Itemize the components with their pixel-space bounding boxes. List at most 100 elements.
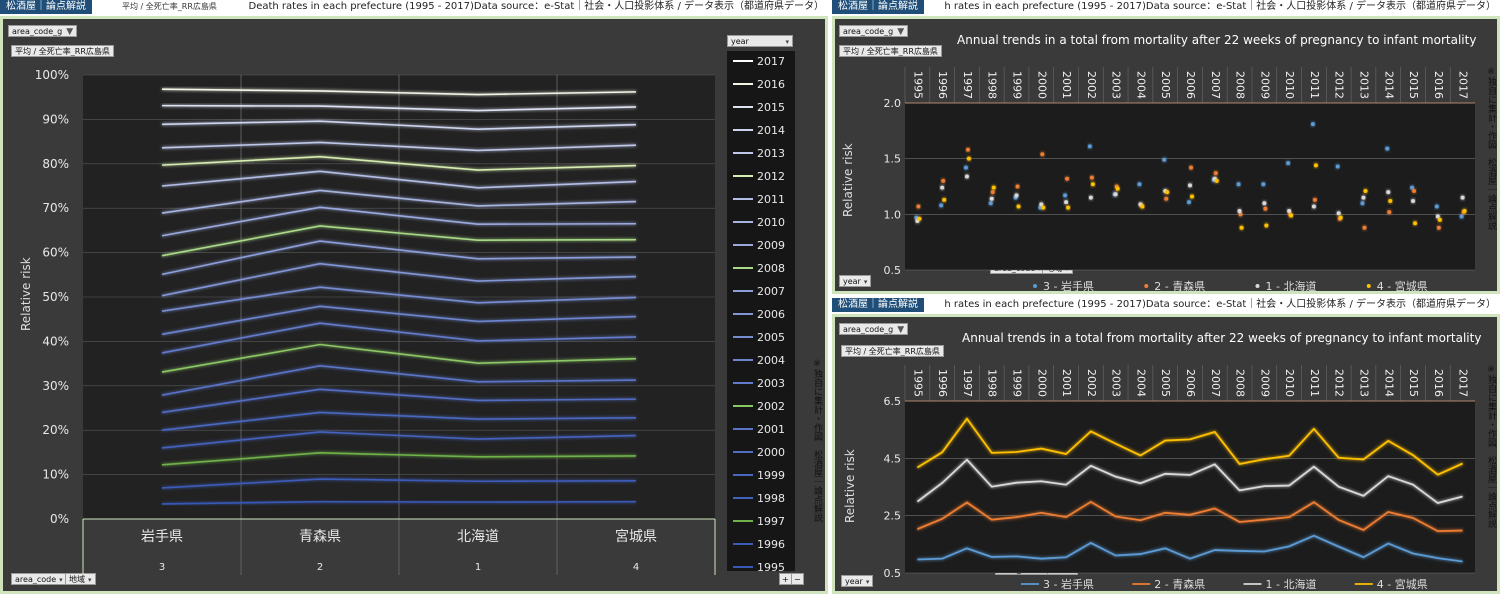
data-point (1162, 157, 1167, 162)
series-line (161, 322, 637, 354)
data-point (1063, 193, 1068, 198)
x-year-label: 1999 (1011, 71, 1024, 99)
x-year-label: 2017 (1457, 71, 1470, 99)
x-category-label: 青森県 (299, 529, 341, 545)
data-point (963, 165, 968, 170)
legend-label: 2003 (757, 377, 785, 390)
data-point (1289, 213, 1294, 218)
right-bottom-title: h rates in each prefecture (1995 - 2017)… (944, 299, 1496, 310)
series-line (161, 262, 637, 297)
data-point (1459, 214, 1464, 219)
x-category-code: 3 (159, 562, 165, 573)
chevron-down-icon: ▾ (59, 576, 63, 584)
year-chip[interactable]: year ▾ (839, 275, 872, 287)
data-point (942, 197, 947, 202)
data-point (1238, 212, 1243, 217)
area-code-axis-chip[interactable]: area_code▾ (11, 573, 67, 585)
legend-swatch (1144, 284, 1149, 288)
data-point (989, 196, 994, 201)
legend-label: 2011 (757, 193, 785, 206)
chip-label: year (845, 577, 863, 586)
x-year-label: 2001 (1060, 71, 1073, 99)
legend-label: 1998 (757, 492, 785, 505)
data-point (1385, 146, 1390, 151)
x-year-label: 1995 (911, 369, 924, 397)
series-line (161, 305, 637, 336)
area-code-filter-chip[interactable]: area_code_g ▼ (839, 25, 909, 37)
x-year-label: 2015 (1407, 71, 1420, 99)
measure-chip[interactable]: 平均 / 全死亡率_RR広島県 (11, 45, 114, 57)
x-year-label: 1997 (961, 369, 974, 397)
left-chart-svg: 0% 10% 20% 30% 40% 50% 60% 70% 80% 90% 100% 岩手県 3 青森県… (35, 51, 795, 575)
data-point (1362, 225, 1367, 230)
x-year-label: 2004 (1134, 369, 1147, 397)
collapse-button[interactable]: − (791, 573, 804, 585)
data-point (1460, 195, 1465, 200)
legend-label: 2004 (757, 354, 785, 367)
y-tick-label: 40% (42, 334, 69, 348)
data-point (1214, 178, 1219, 183)
area-code-filter-chip[interactable]: area_code_g ▼ (839, 323, 909, 335)
right-top-chart-panel: area_code_g ▼ 平均 / 全死亡率_RR広島県 Annual tren… (832, 16, 1500, 294)
series-line (161, 500, 637, 505)
y-tick-label: 10% (42, 468, 69, 482)
series-line (161, 88, 637, 96)
x-category-label: 宮城県 (615, 529, 657, 545)
data-point (966, 156, 971, 161)
data-point (1040, 152, 1045, 157)
series-line (161, 365, 637, 396)
y-tick-label: 2.0 (884, 97, 902, 110)
legend-swatch (1366, 284, 1371, 288)
data-point (964, 174, 969, 179)
y-tick-label: 90% (42, 112, 69, 126)
series-line (161, 225, 637, 257)
year-legend-chip[interactable]: year ▾ (727, 35, 793, 47)
data-point (1263, 206, 1268, 211)
y-tick-label: 1.0 (884, 208, 902, 221)
legend-label: 2009 (757, 239, 785, 252)
measure-chip[interactable]: 平均 / 全死亡率_RR広島県 (839, 45, 942, 57)
x-year-label: 1998 (986, 71, 999, 99)
legend-swatch (1255, 284, 1260, 288)
data-point (991, 185, 996, 190)
data-point (1360, 201, 1365, 206)
data-point (941, 178, 946, 183)
series-line (917, 500, 1463, 533)
legend-label: 2017 (757, 55, 785, 68)
data-point (1137, 182, 1142, 187)
legend-label: 1 - 北海道 (1266, 577, 1317, 591)
data-point (1087, 144, 1092, 149)
x-year-label: 2007 (1209, 369, 1222, 397)
x-year-label: 1998 (986, 369, 999, 397)
measure-chip[interactable]: 平均 / 全死亡率_RR広島県 (841, 345, 944, 357)
data-point (1064, 200, 1069, 205)
y-tick-label: 80% (42, 157, 69, 171)
y-tick-label: 0% (50, 512, 69, 526)
y-tick-label: 2.5 (884, 510, 902, 523)
left-header: 松酒屋｜論点解説 平均 / 全死亡率_RR広島県 Death rates in … (0, 0, 828, 14)
chip-label: area_code_g (12, 27, 63, 36)
data-point (1115, 186, 1120, 191)
series-line (916, 458, 1463, 505)
series-line (917, 534, 1463, 563)
data-point (1411, 198, 1416, 203)
data-point (1140, 204, 1145, 209)
region-axis-chip[interactable]: 地域▾ (65, 573, 96, 585)
x-category-code: 2 (317, 562, 323, 573)
y-tick-label: 0.5 (884, 264, 902, 277)
y-tick-label: 4.5 (884, 452, 902, 465)
right-bottom-chart-svg: 1995 1996 1997 1998 1999 2000 2001 2002 2003 2004… (884, 365, 1475, 591)
legend-box (727, 51, 795, 571)
data-point (1165, 190, 1170, 195)
brand-label: 松酒屋｜論点解説 (832, 298, 924, 312)
data-point (1262, 201, 1267, 206)
data-point (990, 190, 995, 195)
x-year-label: 2003 (1110, 369, 1123, 397)
year-chip[interactable]: year ▾ (841, 575, 874, 587)
legend-label: 2013 (757, 147, 785, 160)
legend-label: 2006 (757, 308, 785, 321)
right-bottom-side-credit: ※独自に集計・作図 松酒屋｜論点解説 (1486, 365, 1496, 528)
area-code-filter-chip[interactable]: area_code_g ▼ (8, 25, 78, 37)
series-line (161, 431, 637, 449)
legend-label: 2002 (757, 400, 785, 413)
